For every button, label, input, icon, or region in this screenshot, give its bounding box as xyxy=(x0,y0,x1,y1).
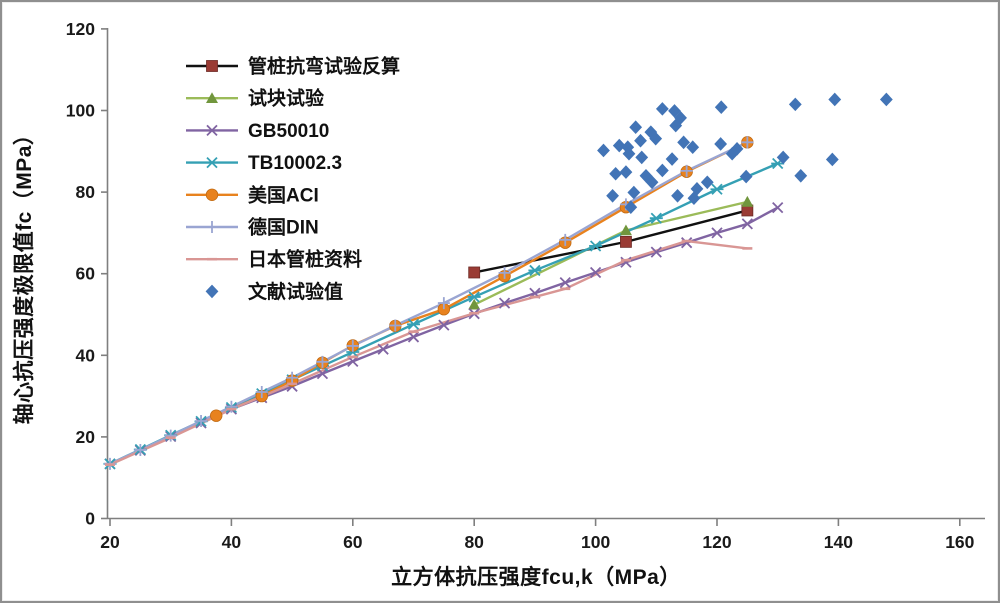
y-tick-label: 120 xyxy=(66,19,95,39)
legend-item-3: TB10002.3 xyxy=(186,153,342,174)
series-line-5 xyxy=(109,141,748,465)
series-markers-7 xyxy=(597,92,893,214)
series-markers-6 xyxy=(105,239,753,466)
y-tick-label: 80 xyxy=(76,182,96,202)
series-line-2 xyxy=(109,206,779,465)
legend-item-2: GB50010 xyxy=(186,121,329,142)
y-tick-label: 40 xyxy=(76,345,96,365)
legend-item-5: 德国DIN xyxy=(186,216,319,239)
y-tick-label: 100 xyxy=(66,101,95,121)
legend-item-4: 美国ACI xyxy=(186,183,319,206)
y-tick-label: 60 xyxy=(76,264,96,284)
legend-label: GB50010 xyxy=(248,121,329,142)
x-tick-label: 140 xyxy=(824,532,853,552)
legend-label: 管桩抗弯试验反算 xyxy=(248,55,400,78)
x-axis-title: 立方体抗压强度fcu,k（MPa） xyxy=(391,566,681,589)
legend-label: 美国ACI xyxy=(248,183,319,206)
legend-label: 试块试验 xyxy=(248,87,325,110)
legend-label: 日本管桩资料 xyxy=(248,248,362,271)
x-tick-label: 160 xyxy=(945,532,974,552)
x-tick-label: 20 xyxy=(100,532,120,552)
series-line-6 xyxy=(109,239,748,466)
legend-item-7: 文献试验值 xyxy=(205,280,343,303)
x-tick-label: 40 xyxy=(222,532,242,552)
y-tick-label: 0 xyxy=(85,509,95,529)
legend-label: TB10002.3 xyxy=(248,153,342,174)
x-tick-label: 80 xyxy=(464,532,484,552)
y-tick-label: 20 xyxy=(76,427,96,447)
x-tick-label: 100 xyxy=(581,532,610,552)
series-markers-5 xyxy=(104,136,754,470)
legend-item-6: 日本管桩资料 xyxy=(186,248,362,271)
series-markers-1 xyxy=(468,195,754,310)
legend-item-0: 管桩抗弯试验反算 xyxy=(186,55,400,78)
legend-item-1: 试块试验 xyxy=(186,87,325,110)
y-axis-title: 轴心抗压强度极限值fc（MPa） xyxy=(13,123,36,425)
x-tick-label: 120 xyxy=(702,532,731,552)
series-line-0 xyxy=(473,209,748,274)
x-tick-label: 60 xyxy=(343,532,363,552)
legend-label: 文献试验值 xyxy=(248,280,343,303)
legend-label: 德国DIN xyxy=(248,216,319,239)
